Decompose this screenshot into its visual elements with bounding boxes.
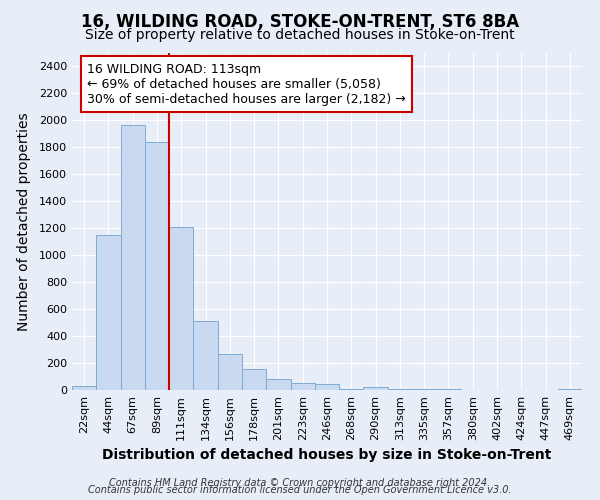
Bar bbox=[290, 383, 315, 390]
Bar bbox=[145, 142, 169, 390]
Bar bbox=[218, 354, 242, 390]
Bar bbox=[72, 386, 96, 390]
Bar bbox=[242, 369, 266, 390]
Bar bbox=[315, 384, 339, 390]
Text: Contains HM Land Registry data © Crown copyright and database right 2024.: Contains HM Land Registry data © Crown c… bbox=[109, 478, 491, 488]
Bar bbox=[169, 226, 193, 390]
Text: Size of property relative to detached houses in Stoke-on-Trent: Size of property relative to detached ho… bbox=[85, 28, 515, 42]
Bar bbox=[266, 379, 290, 390]
Text: 16, WILDING ROAD, STOKE-ON-TRENT, ST6 8BA: 16, WILDING ROAD, STOKE-ON-TRENT, ST6 8B… bbox=[81, 12, 519, 30]
Bar bbox=[364, 387, 388, 390]
X-axis label: Distribution of detached houses by size in Stoke-on-Trent: Distribution of detached houses by size … bbox=[103, 448, 551, 462]
Y-axis label: Number of detached properties: Number of detached properties bbox=[17, 112, 31, 330]
Bar bbox=[121, 126, 145, 390]
Bar bbox=[96, 235, 121, 390]
Text: Contains public sector information licensed under the Open Government Licence v3: Contains public sector information licen… bbox=[88, 485, 512, 495]
Text: 16 WILDING ROAD: 113sqm
← 69% of detached houses are smaller (5,058)
30% of semi: 16 WILDING ROAD: 113sqm ← 69% of detache… bbox=[88, 62, 406, 106]
Bar bbox=[193, 321, 218, 390]
